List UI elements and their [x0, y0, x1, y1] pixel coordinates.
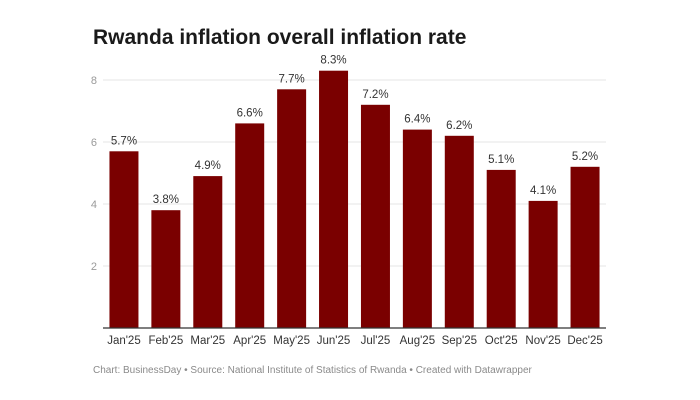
- data-label: 6.2%: [446, 120, 472, 132]
- data-label: 7.7%: [279, 73, 305, 85]
- x-tick-label: Sep'25: [442, 335, 477, 347]
- y-tick-label: 6: [91, 137, 97, 149]
- data-label: 5.2%: [572, 151, 598, 163]
- x-tick-label: May'25: [273, 335, 310, 347]
- bar: [570, 166, 600, 328]
- bar: [151, 210, 181, 328]
- x-tick-label: Jul'25: [361, 335, 391, 347]
- y-tick-label: 2: [91, 261, 97, 273]
- x-tick-label: Jan'25: [107, 335, 141, 347]
- y-tick-label: 4: [91, 199, 97, 211]
- chart-title: Rwanda inflation overall inflation rate: [93, 26, 466, 49]
- data-label: 8.3%: [320, 55, 346, 67]
- data-label: 5.1%: [488, 154, 514, 166]
- data-label: 7.2%: [362, 89, 388, 101]
- chart-footer: Chart: BusinessDay • Source: National In…: [93, 365, 533, 376]
- bars: 5.7% 3.8% 4.9% 6.6% 7.7% 8.3% 7.2% 6.4% 6.2% 5.1%…: [109, 55, 600, 329]
- data-label: 4.1%: [530, 185, 556, 197]
- bar: [277, 89, 307, 328]
- x-tick-labels: Jan'25 Feb'25 Mar'25 Apr'25 May'25 Jun'25 Jul'…: [107, 335, 603, 347]
- bar: [235, 123, 265, 329]
- data-label: 5.7%: [111, 135, 137, 147]
- x-tick-label: Oct'25: [485, 335, 518, 347]
- x-tick-label: Apr'25: [233, 335, 266, 347]
- x-tick-label: Nov'25: [525, 335, 560, 347]
- data-label: 6.4%: [404, 114, 430, 126]
- bar: [360, 104, 390, 328]
- x-tick-label: Dec'25: [567, 335, 602, 347]
- bar: [444, 135, 474, 328]
- bar: [109, 151, 139, 328]
- data-label: 4.9%: [195, 160, 221, 172]
- x-tick-label: Aug'25: [400, 335, 435, 347]
- bar: [193, 176, 223, 328]
- bar: [486, 169, 516, 328]
- gridlines: 2 4 6 8: [91, 75, 606, 273]
- data-label: 3.8%: [153, 194, 179, 206]
- bar: [528, 200, 558, 328]
- bar: [402, 129, 432, 328]
- x-tick-label: Mar'25: [190, 335, 225, 347]
- data-label: 6.6%: [237, 107, 263, 119]
- x-tick-label: Jun'25: [317, 335, 351, 347]
- x-tick-label: Feb'25: [148, 335, 183, 347]
- bar: [319, 70, 349, 328]
- y-tick-label: 8: [91, 75, 97, 87]
